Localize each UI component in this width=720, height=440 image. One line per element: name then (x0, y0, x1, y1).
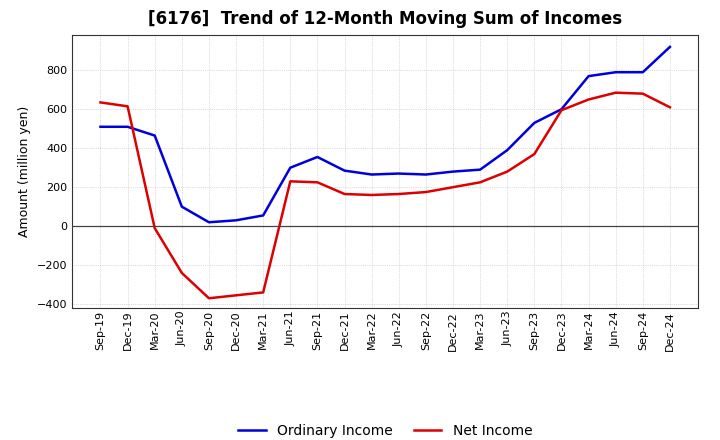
Net Income (584, 97, 593, 102)
Net Income (639, 91, 647, 96)
Ordinary Income (503, 147, 511, 153)
Net Income (557, 107, 566, 113)
Ordinary Income (557, 106, 566, 112)
Net Income (96, 100, 105, 105)
Ordinary Income (665, 44, 674, 50)
Net Income (150, 225, 159, 231)
Ordinary Income (96, 124, 105, 129)
Net Income (395, 191, 403, 197)
Net Income (367, 192, 376, 198)
Ordinary Income (449, 169, 457, 174)
Ordinary Income (584, 73, 593, 79)
Title: [6176]  Trend of 12-Month Moving Sum of Incomes: [6176] Trend of 12-Month Moving Sum of I… (148, 10, 622, 28)
Line: Net Income: Net Income (101, 93, 670, 298)
Net Income (530, 151, 539, 157)
Net Income (665, 105, 674, 110)
Net Income (204, 296, 213, 301)
Net Income (259, 290, 268, 295)
Ordinary Income (178, 204, 186, 209)
Ordinary Income (421, 172, 430, 177)
Ordinary Income (530, 120, 539, 125)
Net Income (123, 104, 132, 109)
Ordinary Income (204, 220, 213, 225)
Ordinary Income (313, 154, 322, 160)
Ordinary Income (611, 70, 620, 75)
Net Income (178, 270, 186, 275)
Net Income (341, 191, 349, 197)
Ordinary Income (259, 213, 268, 218)
Net Income (611, 90, 620, 95)
Ordinary Income (150, 133, 159, 138)
Ordinary Income (286, 165, 294, 170)
Net Income (313, 180, 322, 185)
Net Income (286, 179, 294, 184)
Net Income (476, 180, 485, 185)
Net Income (503, 169, 511, 174)
Ordinary Income (341, 168, 349, 173)
Y-axis label: Amount (million yen): Amount (million yen) (18, 106, 31, 237)
Line: Ordinary Income: Ordinary Income (101, 47, 670, 222)
Ordinary Income (232, 218, 240, 223)
Net Income (449, 184, 457, 190)
Ordinary Income (639, 70, 647, 75)
Ordinary Income (476, 167, 485, 172)
Ordinary Income (123, 124, 132, 129)
Ordinary Income (395, 171, 403, 176)
Net Income (421, 189, 430, 194)
Net Income (232, 293, 240, 298)
Legend: Ordinary Income, Net Income: Ordinary Income, Net Income (233, 418, 538, 440)
Ordinary Income (367, 172, 376, 177)
